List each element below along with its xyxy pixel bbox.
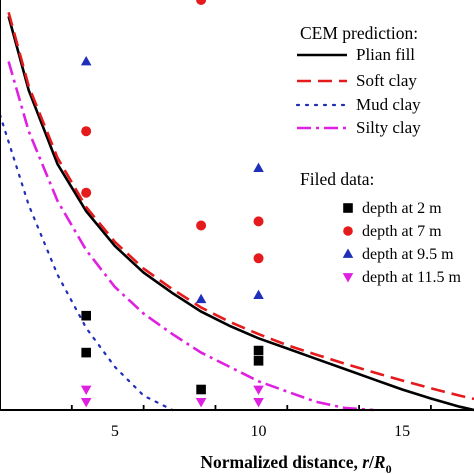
x-axis-label-r: r <box>362 452 369 472</box>
data-point-depth-at-7-m <box>253 253 264 264</box>
curve-mud-clay <box>0 113 174 412</box>
x-tick-label: 10 <box>251 423 267 440</box>
data-point-depth-at-2-m <box>253 345 264 356</box>
curve-silty-clay <box>7 61 374 412</box>
data-point-depth-at-9-5-m <box>253 162 264 172</box>
legend-label-depth-at-7-m: depth at 7 m <box>362 223 442 240</box>
field-data-markers <box>80 0 264 408</box>
x-axis-label-prefix: Normalized distance, <box>200 452 362 472</box>
data-point-depth-at-7-m <box>196 220 207 231</box>
legend-label-silty-clay: Silty clay <box>356 118 421 137</box>
data-point-depth-at-11-5-m <box>80 397 92 408</box>
data-point-depth-at-9-5-m <box>195 293 207 304</box>
data-point-depth-at-7-m <box>196 0 207 5</box>
legend-marker-depth-at-11-5-m <box>342 273 354 283</box>
legend-label-depth-at-9-5-m: depth at 9.5 m <box>362 246 454 263</box>
x-axis-label-slash: / <box>368 452 375 472</box>
data-point-depth-at-2-m <box>196 384 206 395</box>
x-axis-label-sub: 0 <box>386 462 392 474</box>
legend-label-plian-fill: Plian fill <box>356 45 415 64</box>
legend-cem-title: CEM prediction: <box>300 23 418 43</box>
data-point-depth-at-7-m <box>253 216 264 227</box>
legend-marker-depth-at-9-5-m <box>342 248 354 258</box>
x-axis-label-R: R <box>373 452 386 472</box>
legend-label-mud-clay: Mud clay <box>356 95 421 114</box>
data-point-depth-at-11-5-m <box>80 385 92 396</box>
data-point-depth-at-9-5-m <box>253 289 264 300</box>
data-point-depth-at-7-m <box>81 126 92 137</box>
data-point-depth-at-11-5-m <box>253 385 264 396</box>
data-point-depth-at-7-m <box>81 187 92 198</box>
legend-label-depth-at-2-m: depth at 2 m <box>362 200 442 217</box>
legend-field-title: Filed data: <box>300 169 374 189</box>
curve-soft-clay <box>7 11 474 401</box>
legend-label-depth-at-11-5-m: depth at 11.5 m <box>362 269 462 286</box>
data-point-depth-at-11-5-m <box>253 397 264 408</box>
axes <box>0 0 474 411</box>
data-point-depth-at-11-5-m <box>195 397 207 408</box>
x-axis-label: Normalized distance, r/R0 <box>200 452 391 474</box>
legend: CEM prediction: Filed data: Plian fill So… <box>295 23 462 286</box>
x-tick-label: 5 <box>111 423 119 440</box>
data-point-depth-at-2-m <box>81 347 91 358</box>
data-point-depth-at-2-m <box>253 356 264 366</box>
x-tick-label: 15 <box>394 423 410 440</box>
legend-label-soft-clay: Soft clay <box>356 71 417 90</box>
x-ticks: 5 10 15 <box>0 405 432 440</box>
data-point-depth-at-2-m <box>81 310 91 321</box>
legend-marker-depth-at-2-m <box>343 203 353 213</box>
legend-marker-depth-at-7-m <box>343 226 353 236</box>
prediction-curves <box>0 11 474 412</box>
curve-plian-fill <box>7 16 474 412</box>
data-point-depth-at-9-5-m <box>80 55 92 66</box>
